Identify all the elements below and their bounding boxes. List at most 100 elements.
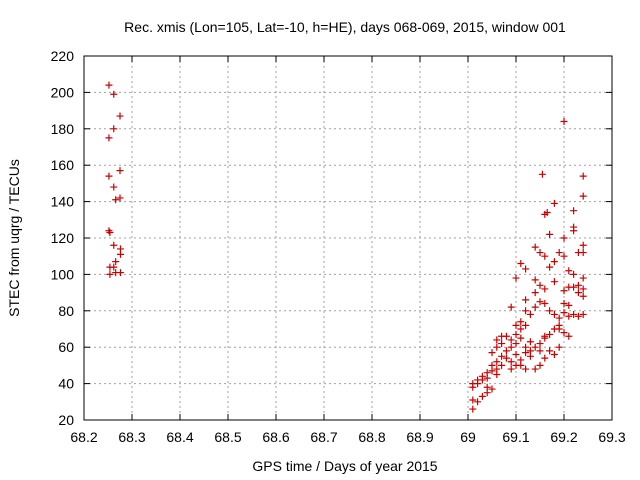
data-points bbox=[105, 81, 587, 413]
data-point-plus-marker bbox=[522, 321, 530, 329]
data-point-plus-marker bbox=[517, 325, 525, 333]
data-point-plus-marker bbox=[498, 352, 506, 360]
data-point-plus-marker bbox=[579, 172, 587, 180]
data-point-plus-marker bbox=[512, 350, 520, 358]
data-point-plus-marker bbox=[493, 358, 501, 366]
data-point-plus-marker bbox=[550, 350, 558, 358]
data-point-plus-marker bbox=[507, 336, 515, 344]
data-point-plus-marker bbox=[526, 347, 534, 355]
data-point-plus-marker bbox=[498, 340, 506, 348]
y-tick-label: 100 bbox=[51, 266, 75, 282]
data-point-plus-marker bbox=[116, 112, 124, 120]
data-point-plus-marker bbox=[507, 358, 515, 366]
data-point-plus-marker bbox=[110, 263, 118, 271]
data-point-plus-marker bbox=[483, 383, 491, 391]
data-point-plus-marker bbox=[565, 312, 573, 320]
data-point-plus-marker bbox=[560, 329, 568, 337]
data-point-plus-marker bbox=[536, 361, 544, 369]
y-tick-label: 220 bbox=[51, 48, 75, 64]
data-point-plus-marker bbox=[531, 343, 539, 351]
data-point-plus-marker bbox=[531, 243, 539, 251]
data-point-plus-marker bbox=[546, 307, 554, 315]
data-point-plus-marker bbox=[483, 374, 491, 382]
data-point-plus-marker bbox=[498, 361, 506, 369]
data-point-plus-marker bbox=[522, 296, 530, 304]
data-point-plus-marker bbox=[110, 183, 118, 191]
data-point-plus-marker bbox=[574, 289, 582, 297]
data-point-plus-marker bbox=[550, 278, 558, 286]
y-tick-label: 200 bbox=[51, 84, 75, 100]
data-point-plus-marker bbox=[488, 385, 496, 393]
data-point-plus-marker bbox=[106, 229, 114, 237]
data-point-plus-marker bbox=[531, 276, 539, 284]
data-point-plus-marker bbox=[555, 343, 563, 351]
data-point-plus-marker bbox=[522, 265, 530, 273]
axis-ticks bbox=[83, 55, 613, 421]
data-point-plus-marker bbox=[531, 289, 539, 297]
data-point-plus-marker bbox=[579, 274, 587, 282]
data-point-plus-marker bbox=[517, 334, 525, 342]
data-point-plus-marker bbox=[112, 196, 120, 204]
data-point-plus-marker bbox=[565, 301, 573, 309]
data-point-plus-marker bbox=[536, 281, 544, 289]
data-point-plus-marker bbox=[531, 303, 539, 311]
plot-frame bbox=[83, 55, 613, 421]
y-tick-label: 20 bbox=[58, 412, 74, 428]
data-point-plus-marker bbox=[502, 354, 510, 362]
data-point-plus-marker bbox=[555, 314, 563, 322]
y-tick-label: 60 bbox=[58, 339, 74, 355]
data-point-plus-marker bbox=[574, 281, 582, 289]
y-tick-label: 160 bbox=[51, 157, 75, 173]
data-point-plus-marker bbox=[538, 170, 546, 178]
tick-labels: 68.2 68.3 68.4 68.5 68.6 68.7 68.8 68.9 69 69.1 69… bbox=[51, 48, 626, 445]
data-point-plus-marker bbox=[550, 310, 558, 318]
data-point-plus-marker bbox=[546, 330, 554, 338]
data-point-plus-marker bbox=[541, 354, 549, 362]
data-point-plus-marker bbox=[541, 300, 549, 308]
data-point-plus-marker bbox=[469, 396, 477, 404]
data-point-plus-marker bbox=[560, 118, 568, 126]
data-point-plus-marker bbox=[116, 250, 124, 258]
data-point-plus-marker bbox=[488, 361, 496, 369]
data-point-plus-marker bbox=[106, 270, 114, 278]
x-tick-label: 69.2 bbox=[550, 429, 577, 445]
data-point-plus-marker bbox=[541, 332, 549, 340]
data-point-plus-marker bbox=[105, 172, 113, 180]
data-point-plus-marker bbox=[560, 287, 568, 295]
data-point-plus-marker bbox=[570, 223, 578, 231]
data-point-plus-marker bbox=[512, 330, 520, 338]
y-tick-label: 140 bbox=[51, 194, 75, 210]
data-point-plus-marker bbox=[570, 270, 578, 278]
data-point-plus-marker bbox=[526, 338, 534, 346]
data-point-plus-marker bbox=[541, 285, 549, 293]
x-tick-label: 69.1 bbox=[502, 429, 529, 445]
data-point-plus-marker bbox=[560, 300, 568, 308]
x-tick-label: 68.5 bbox=[214, 429, 241, 445]
data-point-plus-marker bbox=[560, 234, 568, 242]
y-tick-label: 40 bbox=[58, 376, 74, 392]
data-point-plus-marker bbox=[546, 263, 554, 271]
data-point-plus-marker bbox=[522, 343, 530, 351]
x-axis-label: GPS time / Days of year 2015 bbox=[252, 458, 437, 474]
x-tick-label: 68.4 bbox=[166, 429, 193, 445]
data-point-plus-marker bbox=[579, 292, 587, 300]
data-point-plus-marker bbox=[474, 398, 482, 406]
data-point-plus-marker bbox=[105, 81, 113, 89]
data-point-plus-marker bbox=[502, 347, 510, 355]
data-point-plus-marker bbox=[105, 227, 113, 235]
data-point-plus-marker bbox=[116, 167, 124, 175]
data-point-plus-marker bbox=[512, 274, 520, 282]
data-point-plus-marker bbox=[478, 376, 486, 384]
data-point-plus-marker bbox=[478, 392, 486, 400]
data-point-plus-marker bbox=[546, 347, 554, 355]
y-axis-label: STEC from uqrg / TECUs bbox=[6, 159, 22, 317]
x-tick-label: 68.2 bbox=[70, 429, 97, 445]
grid-lines bbox=[84, 56, 612, 420]
data-point-plus-marker bbox=[550, 199, 558, 207]
data-point-plus-marker bbox=[536, 340, 544, 348]
data-point-plus-marker bbox=[560, 309, 568, 317]
data-point-plus-marker bbox=[536, 298, 544, 306]
data-point-plus-marker bbox=[560, 252, 568, 260]
data-point-plus-marker bbox=[579, 249, 587, 257]
